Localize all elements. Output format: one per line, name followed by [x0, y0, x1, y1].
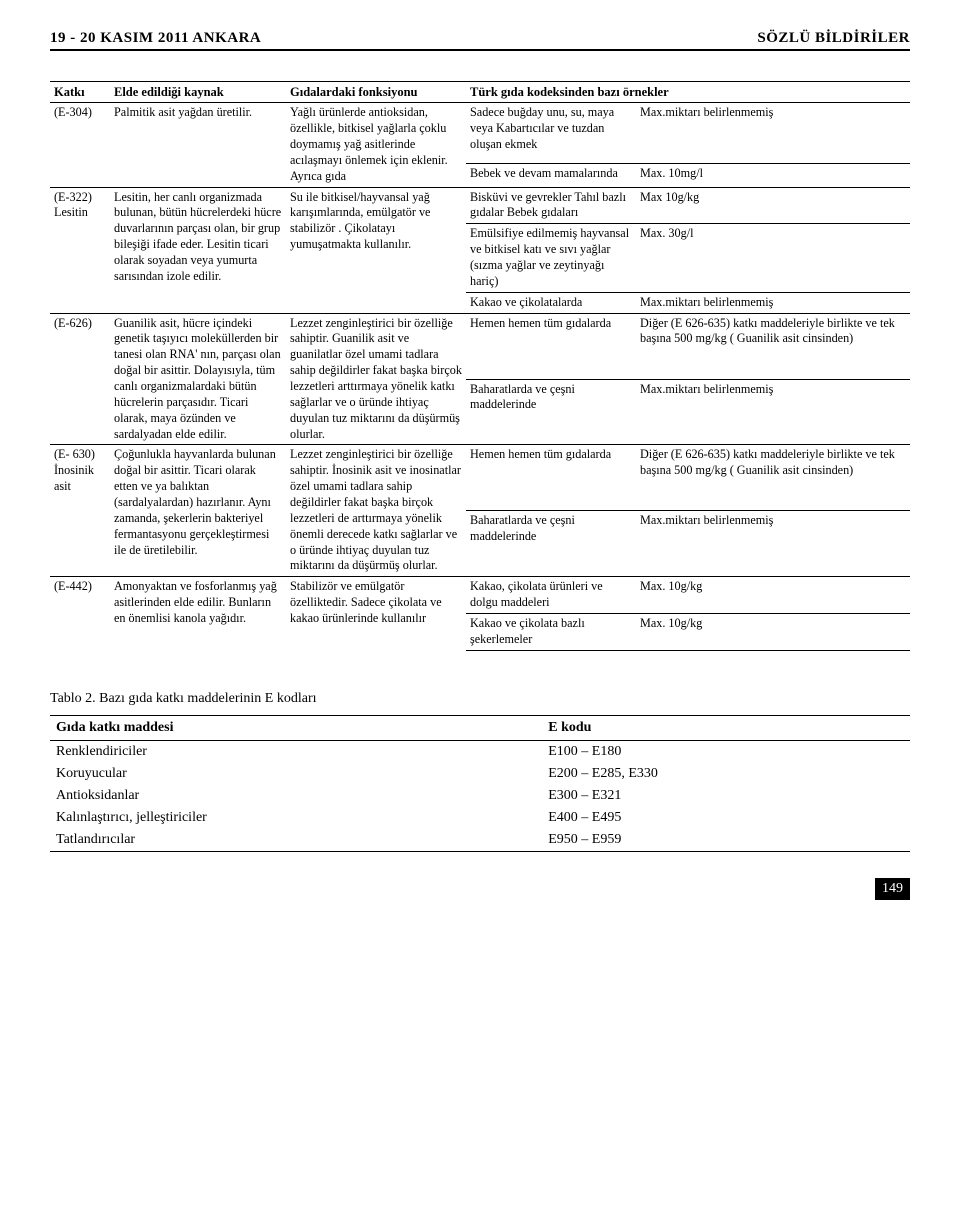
additive-example: Bebek ve devam mamalarında [466, 163, 636, 187]
additive-function: Lezzet zenginleştirici bir özelliğe sahi… [286, 313, 466, 445]
additive-limit: Diğer (E 626-635) katkı maddeleriyle bir… [636, 445, 910, 511]
table-row: (E-304) Palmitik asit yağdan üretilir. Y… [50, 103, 910, 163]
additive-function: Stabilizör ve emülgatör özelliktedir. Sa… [286, 577, 466, 650]
additive-function: Yağlı ürünlerde antioksidan, özellikle, … [286, 103, 466, 187]
ecode-range: E400 – E495 [542, 807, 910, 829]
table-row: Antioksidanlar E300 – E321 [50, 785, 910, 807]
table2-caption: Tablo 2. Bazı gıda katkı maddelerinin E … [50, 691, 910, 707]
ecode-range: E950 – E959 [542, 829, 910, 852]
additive-limit: Max.miktarı belirlenmemiş [636, 292, 910, 313]
page-number: 149 [875, 878, 910, 900]
additive-id: (E-442) [50, 577, 110, 650]
additive-source: Amonyaktan ve fosforlanmış yağ asitlerin… [110, 577, 286, 650]
e-codes-table: Gıda katkı maddesi E kodu Renklendiricil… [50, 715, 910, 852]
th-additive: Katkı [50, 82, 110, 103]
additive-example: Kakao ve çikolata bazlı şekerlemeler [466, 614, 636, 651]
ecode-range: E300 – E321 [542, 785, 910, 807]
ecode-range: E100 – E180 [542, 740, 910, 763]
th-source: Elde edildiği kaynak [110, 82, 286, 103]
table-header-row: Katkı Elde edildiği kaynak Gıdalardaki f… [50, 82, 910, 103]
additive-example: Kakao ve çikolatalarda [466, 292, 636, 313]
additive-source: Guanilik asit, hücre içindeki genetik ta… [110, 313, 286, 445]
additive-source: Lesitin, her canlı organizmada bulunan, … [110, 187, 286, 313]
additive-id: (E-626) [50, 313, 110, 445]
additive-limit: Max. 10mg/l [636, 163, 910, 187]
ecode-range: E200 – E285, E330 [542, 763, 910, 785]
additive-limit: Max. 30g/l [636, 224, 910, 292]
additive-example: Bisküvi ve gevrekler Tahıl bazlı gıdalar… [466, 187, 636, 224]
table-row: (E-442) Amonyaktan ve fosforlanmış yağ a… [50, 577, 910, 614]
table-row: Kalınlaştırıcı, jelleştiriciler E400 – E… [50, 807, 910, 829]
substance-name: Renklendiriciler [50, 740, 542, 763]
additive-source: Çoğunlukla hayvanlarda bulunan doğal bir… [110, 445, 286, 577]
additive-function: Lezzet zenginleştirici bir özelliğe sahi… [286, 445, 466, 577]
additive-limit: Max.miktarı belirlenmemiş [636, 511, 910, 577]
additive-example: Baharatlarda ve çeşni maddelerinde [466, 379, 636, 445]
substance-name: Antioksidanlar [50, 785, 542, 807]
additive-source: Palmitik asit yağdan üretilir. [110, 103, 286, 187]
additive-id: (E- 630) İnosinik asit [50, 445, 110, 577]
table-row: Renklendiriciler E100 – E180 [50, 740, 910, 763]
additive-id: (E-304) [50, 103, 110, 187]
additive-function: Su ile bitkisel/hayvansal yağ karışımlar… [286, 187, 466, 313]
table-row: Tatlandırıcılar E950 – E959 [50, 829, 910, 852]
additive-example: Kakao, çikolata ürünleri ve dolgu maddel… [466, 577, 636, 614]
header-left: 19 - 20 KASIM 2011 ANKARA [50, 30, 261, 47]
additive-example: Hemen hemen tüm gıdalarda [466, 313, 636, 379]
page-header: 19 - 20 KASIM 2011 ANKARA SÖZLÜ BİLDİRİL… [50, 30, 910, 51]
substance-name: Kalınlaştırıcı, jelleştiriciler [50, 807, 542, 829]
th-function: Gıdalardaki fonksiyonu [286, 82, 466, 103]
table-row: (E- 630) İnosinik asit Çoğunlukla hayvan… [50, 445, 910, 511]
substance-name: Koruyucular [50, 763, 542, 785]
table-header-row: Gıda katkı maddesi E kodu [50, 715, 910, 740]
table-row: Koruyucular E200 – E285, E330 [50, 763, 910, 785]
th-ecode: E kodu [542, 715, 910, 740]
additive-example: Hemen hemen tüm gıdalarda [466, 445, 636, 511]
additive-limit: Diğer (E 626-635) katkı maddeleriyle bir… [636, 313, 910, 379]
table-row: (E-322) Lesitin Lesitin, her canlı organ… [50, 187, 910, 224]
additive-example: Emülsifiye edilmemiş hayvansal ve bitkis… [466, 224, 636, 292]
table-row: (E-626) Guanilik asit, hücre içindeki ge… [50, 313, 910, 379]
additive-limit: Max. 10g/kg [636, 577, 910, 614]
th-substance: Gıda katkı maddesi [50, 715, 542, 740]
additive-id: (E-322) Lesitin [50, 187, 110, 313]
additive-example: Baharatlarda ve çeşni maddelerinde [466, 511, 636, 577]
additive-example: Sadece buğday unu, su, maya veya Kabartı… [466, 103, 636, 163]
additive-limit: Max.miktarı belirlenmemiş [636, 103, 910, 163]
substance-name: Tatlandırıcılar [50, 829, 542, 852]
additive-limit: Max. 10g/kg [636, 614, 910, 651]
th-examples: Türk gıda kodeksinden bazı örnekler [466, 82, 910, 103]
additive-limit: Max 10g/kg [636, 187, 910, 224]
additives-table: Katkı Elde edildiği kaynak Gıdalardaki f… [50, 81, 910, 651]
header-right: SÖZLÜ BİLDİRİLER [757, 30, 910, 47]
additive-limit: Max.miktarı belirlenmemiş [636, 379, 910, 445]
